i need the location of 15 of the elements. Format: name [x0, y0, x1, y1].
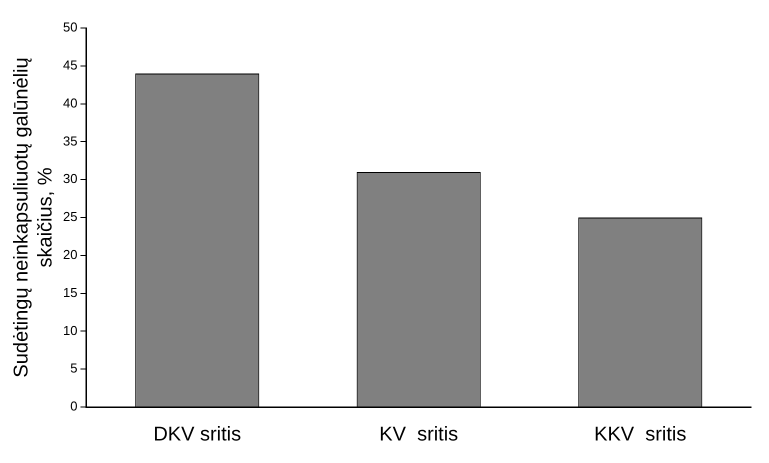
y-tick-label: 40: [62, 95, 78, 110]
y-tick-label: 10: [62, 322, 78, 338]
y-tick-label: 45: [62, 57, 78, 72]
y-tick-label: 5: [70, 360, 78, 376]
y-tick-label: 20: [62, 246, 78, 262]
y-axis-title: Sudėtingų neinkapsuliuotų galūnėlių skaičius, %: [10, 57, 57, 378]
y-tick-label: 25: [62, 209, 78, 224]
y-tick-label: 15: [62, 284, 78, 300]
x-tick-label: DKV sritis: [153, 424, 242, 446]
y-tick-label: 30: [62, 171, 78, 186]
y-tick-label: 35: [62, 133, 78, 148]
y-tick-label: 0: [70, 398, 78, 414]
x-tick-label: KV sritis: [379, 424, 458, 446]
x-tick-label: KKV sritis: [594, 424, 686, 446]
y-tick-label: 50: [62, 20, 78, 35]
